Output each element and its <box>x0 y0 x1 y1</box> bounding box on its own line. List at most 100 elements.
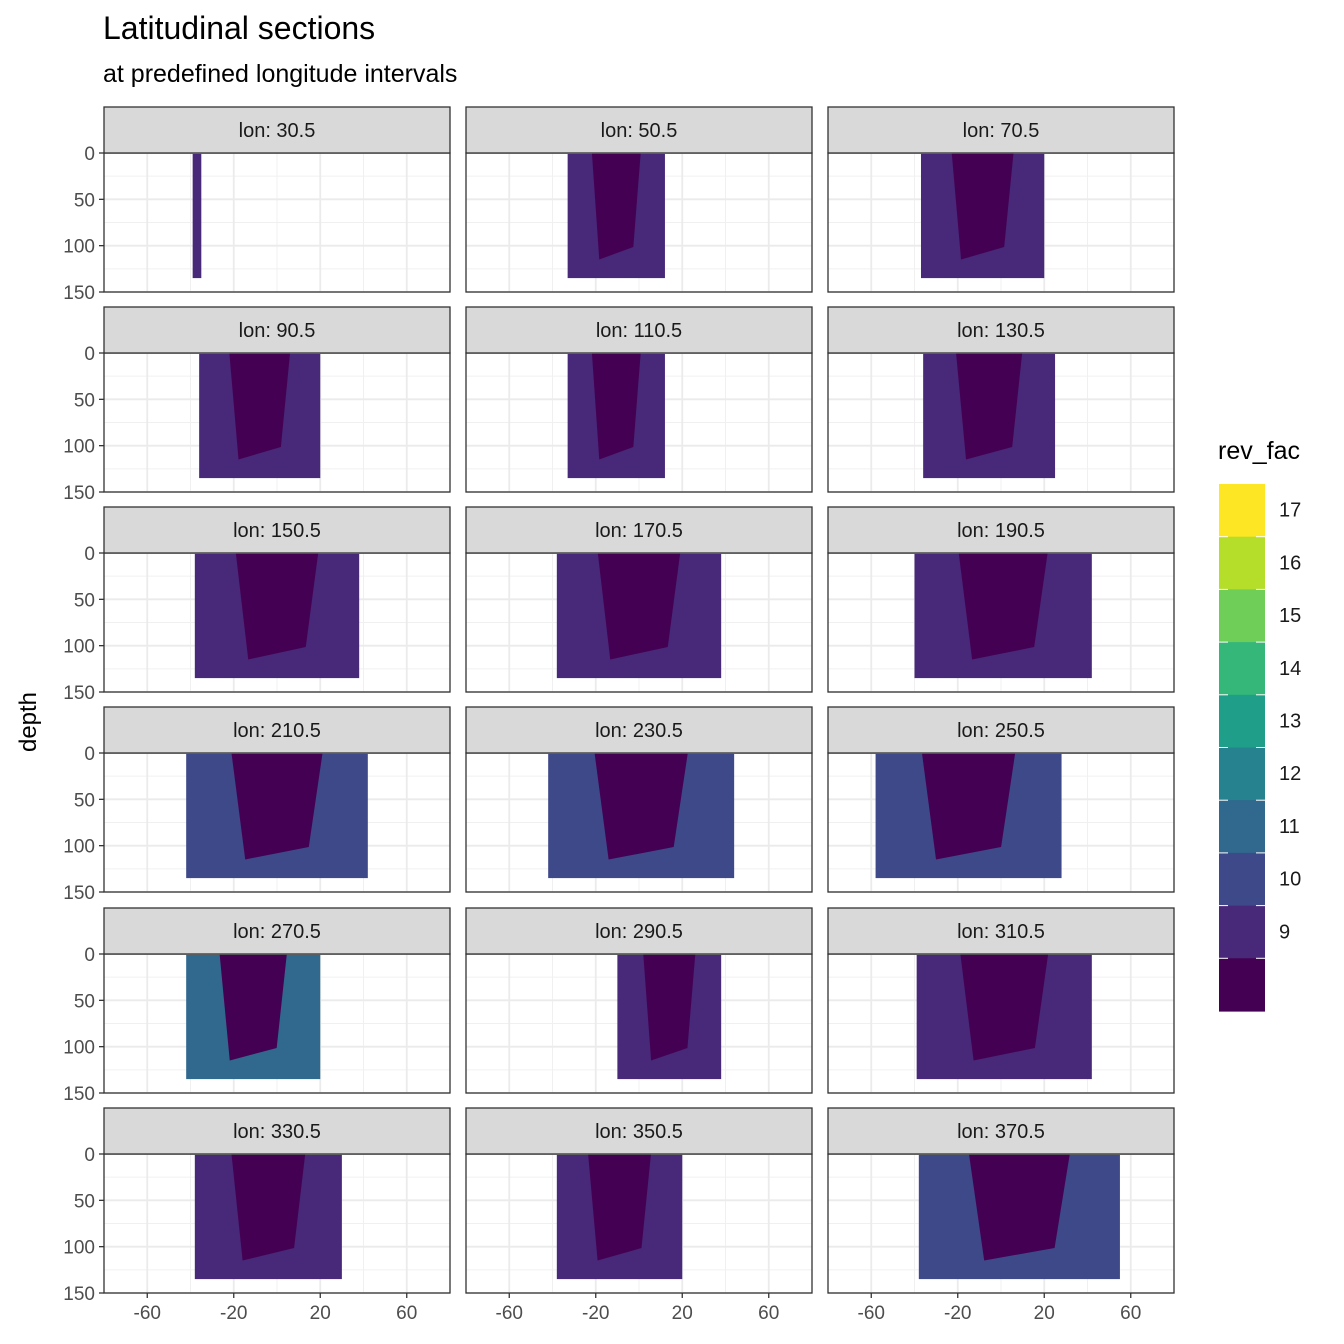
y-tick-label: 100 <box>63 437 95 458</box>
facet-label: lon: 90.5 <box>239 320 316 342</box>
facet-panel: lon: 250.5 <box>827 706 1175 893</box>
facet-panel: lon: 290.5 <box>465 907 813 1094</box>
facet-strip <box>827 506 1175 554</box>
legend-key <box>1219 852 1265 907</box>
y-tick-label: 150 <box>63 883 95 904</box>
facet-strip <box>827 907 1175 955</box>
facet-panel: lon: 90.5 0 50 100 150 <box>63 306 451 504</box>
facet-panel: lon: 230.5 <box>465 706 813 893</box>
facet-panel: lon: 130.5 <box>827 306 1175 493</box>
data-core <box>231 753 323 860</box>
data-core <box>231 1154 306 1261</box>
x-tick-label: -20 <box>582 1303 609 1324</box>
x-tick-label: 20 <box>672 1303 693 1324</box>
legend-key <box>1219 747 1265 801</box>
facet-label: lon: 350.5 <box>595 1121 683 1143</box>
facet-strip <box>827 106 1175 154</box>
y-tick-label: 50 <box>74 991 95 1012</box>
facet-strip <box>103 106 451 154</box>
y-tick-label: 0 <box>84 144 95 165</box>
data-core <box>922 753 1016 860</box>
x-tick-label: -20 <box>944 1303 971 1324</box>
facet-label: lon: 310.5 <box>957 921 1045 943</box>
x-tick-label: -60 <box>858 1303 885 1324</box>
data-core <box>588 1154 651 1261</box>
facet-panel: lon: 310.5 <box>827 907 1175 1094</box>
facet-label: lon: 150.5 <box>233 520 321 542</box>
legend-label: 12 <box>1279 763 1301 785</box>
data-core <box>219 954 287 1061</box>
facet-label: lon: 110.5 <box>596 320 682 342</box>
facet-panel: lon: 330.5 0 50 100 150 -60 -20 20 60 <box>63 1107 451 1324</box>
facet-strip <box>103 907 451 955</box>
chart-title: Latitudinal sections <box>103 10 376 46</box>
facet-label: lon: 70.5 <box>963 120 1040 142</box>
data-core <box>597 553 681 660</box>
y-tick-label: 100 <box>63 237 95 258</box>
legend-title: rev_fac <box>1218 437 1300 465</box>
data-core <box>960 954 1049 1061</box>
facet-label: lon: 270.5 <box>233 921 321 943</box>
x-tick-label: -60 <box>134 1303 161 1324</box>
facet-strip <box>465 706 813 754</box>
facet-strip <box>827 706 1175 754</box>
y-tick-label: 100 <box>63 1238 95 1259</box>
y-axis-title: depth <box>15 692 42 752</box>
data-core <box>958 553 1048 660</box>
facet-strip <box>465 106 813 154</box>
facet-label: lon: 250.5 <box>957 720 1045 742</box>
facet-panel: lon: 170.5 <box>465 506 813 693</box>
legend: rev_fac 17 16 15 14 13 12 11 10 9 <box>1218 437 1301 1012</box>
legend-key <box>1219 589 1265 643</box>
facet-label: lon: 50.5 <box>601 120 678 142</box>
facet-label: lon: 130.5 <box>957 320 1045 342</box>
y-tick-label: 50 <box>74 190 95 211</box>
facet-label: lon: 170.5 <box>595 520 683 542</box>
legend-label: 11 <box>1279 816 1300 838</box>
facet-strip <box>465 1107 813 1155</box>
x-tick-label: 20 <box>310 1303 331 1324</box>
y-tick-label: 100 <box>63 637 95 658</box>
facet-panel: lon: 70.5 <box>827 106 1175 293</box>
y-tick-label: 0 <box>84 945 95 966</box>
x-tick-label: 60 <box>758 1303 779 1324</box>
data-core <box>594 753 688 860</box>
legend-label: 9 <box>1279 921 1290 943</box>
data-core <box>643 954 696 1061</box>
facet-strip <box>465 907 813 955</box>
y-tick-label: 50 <box>74 790 95 811</box>
y-tick-label: 0 <box>84 344 95 365</box>
facet-panel: lon: 110.5 <box>465 306 813 493</box>
legend-key <box>1219 536 1265 590</box>
legend-key <box>1219 800 1265 854</box>
legend-key <box>1219 958 1265 1012</box>
legend-key <box>1219 694 1265 749</box>
facet-panel: lon: 30.5 0 50 100 150 <box>63 106 451 304</box>
y-tick-label: 0 <box>84 744 95 765</box>
legend-label: 14 <box>1279 658 1301 680</box>
legend-key <box>1219 484 1265 538</box>
facet-strip <box>103 506 451 554</box>
y-tick-label: 150 <box>63 1084 95 1105</box>
facet-strip <box>465 506 813 554</box>
facet-panel: lon: 150.5 0 50 100 150 <box>63 506 451 704</box>
facet-strip <box>827 306 1175 354</box>
chart-subtitle: at predefined longitude intervals <box>103 60 458 88</box>
facet-label: lon: 330.5 <box>233 1121 321 1143</box>
facet-strip <box>103 706 451 754</box>
x-tick-label: 20 <box>1034 1303 1055 1324</box>
facet-strip <box>103 1107 451 1155</box>
facet-label: lon: 210.5 <box>233 720 321 742</box>
y-tick-label: 100 <box>63 1038 95 1059</box>
facet-panel: lon: 190.5 <box>827 506 1175 693</box>
y-tick-label: 100 <box>63 837 95 858</box>
data-area <box>192 153 202 279</box>
y-tick-label: 0 <box>84 1145 95 1166</box>
facet-panel: lon: 270.5 0 50 100 150 <box>63 907 451 1105</box>
x-tick-label: 60 <box>1120 1303 1141 1324</box>
legend-label: 15 <box>1279 605 1301 627</box>
y-tick-label: 50 <box>74 590 95 611</box>
facet-panel: lon: 350.5 -60 -20 20 60 <box>465 1107 813 1324</box>
y-tick-label: 50 <box>74 390 95 411</box>
facet-label: lon: 290.5 <box>595 921 683 943</box>
